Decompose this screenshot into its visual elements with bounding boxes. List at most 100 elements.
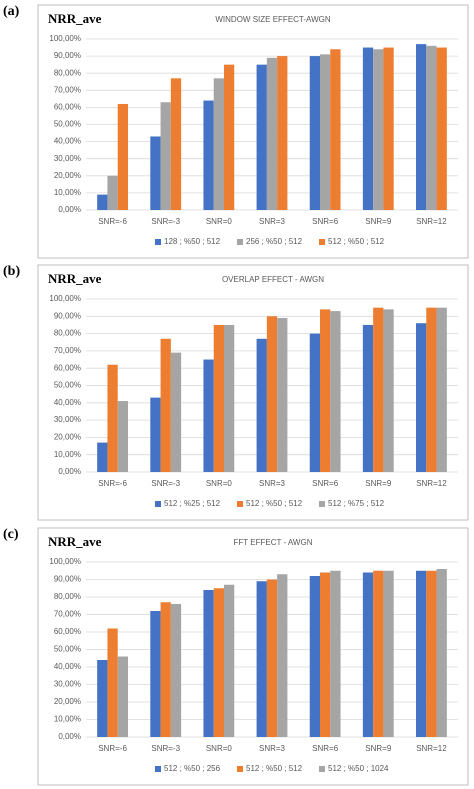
x-tick-label: SNR=6	[312, 217, 339, 226]
legend-swatch	[237, 239, 243, 245]
x-tick-label: SNR=9	[365, 217, 392, 226]
y-tick-label: 80,00%	[54, 592, 81, 601]
legend-label: 512 ; %50 ; 512	[328, 237, 385, 246]
bar	[330, 570, 341, 737]
x-tick-label: SNR=3	[259, 744, 286, 753]
x-tick-label: SNR=-3	[151, 217, 180, 226]
bar	[160, 602, 171, 737]
y-tick-label: 0,00%	[58, 467, 81, 476]
bar	[277, 574, 288, 737]
bar	[256, 581, 267, 737]
y-tick-label: 100,00%	[49, 557, 81, 566]
y-tick-label: 100,00%	[49, 294, 81, 303]
bar	[362, 324, 374, 472]
bar	[320, 54, 331, 210]
bar	[107, 364, 118, 472]
legend-label: 128 ; %50 ; 512	[164, 237, 221, 246]
panel-label: (b)	[3, 264, 20, 279]
panel-label: (c)	[3, 527, 19, 542]
bar	[416, 44, 427, 210]
x-tick-label: SNR=12	[416, 479, 447, 488]
bar	[97, 194, 108, 210]
x-tick-label: SNR=0	[206, 744, 233, 753]
bar	[373, 49, 384, 211]
bar	[160, 338, 171, 472]
chart-title: FFT EFFECT - AWGN	[234, 538, 313, 547]
bar	[330, 311, 341, 472]
bar	[436, 569, 447, 737]
legend-swatch	[319, 239, 325, 245]
y-tick-label: 80,00%	[54, 68, 81, 77]
legend-swatch	[155, 239, 161, 245]
legend-swatch	[237, 501, 243, 507]
panel-label: (a)	[3, 4, 20, 19]
bar	[256, 64, 267, 211]
y-tick-label: 20,00%	[54, 697, 81, 706]
bar	[117, 401, 128, 472]
x-tick-label: SNR=-6	[98, 217, 127, 226]
bar	[426, 307, 437, 472]
x-tick-label: SNR=-3	[151, 479, 180, 488]
x-tick-label: SNR=3	[259, 217, 286, 226]
y-axis-label: NRR_ave	[48, 534, 102, 549]
bar	[107, 628, 118, 737]
legend-swatch	[155, 766, 161, 772]
x-tick-label: SNR=0	[206, 479, 233, 488]
x-tick-label: SNR=3	[259, 479, 286, 488]
bar	[266, 579, 278, 737]
y-tick-label: 30,00%	[54, 680, 81, 689]
x-tick-label: SNR=12	[416, 744, 447, 753]
legend-swatch	[319, 501, 325, 507]
bar	[170, 352, 182, 472]
y-tick-label: 60,00%	[54, 627, 81, 636]
y-tick-label: 50,00%	[54, 645, 81, 654]
legend-label: 512 ; %50 ; 512	[246, 764, 303, 773]
y-tick-label: 50,00%	[54, 381, 81, 390]
bar	[213, 588, 224, 737]
bar	[416, 323, 427, 472]
bar	[373, 570, 384, 737]
x-tick-label: SNR=-3	[151, 744, 180, 753]
bar	[223, 64, 235, 211]
bar	[320, 572, 331, 737]
bar	[256, 338, 267, 472]
bar	[97, 442, 108, 472]
y-tick-label: 50,00%	[54, 120, 81, 129]
bar	[277, 56, 288, 210]
bar	[150, 136, 161, 210]
bar	[170, 604, 182, 737]
bar	[117, 103, 128, 210]
y-tick-label: 40,00%	[54, 662, 81, 671]
bar	[117, 656, 128, 737]
x-tick-label: SNR=9	[365, 744, 392, 753]
bar	[436, 47, 447, 210]
y-tick-label: 80,00%	[54, 329, 81, 338]
y-tick-label: 10,00%	[54, 715, 81, 724]
bar	[320, 309, 331, 472]
bar	[203, 100, 214, 210]
y-tick-label: 70,00%	[54, 346, 81, 355]
bar	[383, 309, 394, 472]
legend-swatch	[319, 766, 325, 772]
y-tick-label: 40,00%	[54, 137, 81, 146]
y-tick-label: 60,00%	[54, 103, 81, 112]
bar	[309, 56, 321, 210]
y-tick-label: 20,00%	[54, 433, 81, 442]
legend-swatch	[155, 501, 161, 507]
y-tick-label: 70,00%	[54, 85, 81, 94]
chart-title: WINDOW SIZE EFFECT-AWGN	[215, 15, 330, 24]
bar	[309, 576, 321, 737]
y-tick-label: 10,00%	[54, 450, 81, 459]
y-tick-label: 0,00%	[58, 732, 81, 741]
x-tick-label: SNR=6	[312, 479, 339, 488]
legend-label: 512 ; %50 ; 256	[164, 764, 221, 773]
y-tick-label: 30,00%	[54, 154, 81, 163]
bar	[223, 584, 235, 737]
y-tick-label: 40,00%	[54, 398, 81, 407]
bar	[309, 333, 321, 472]
y-tick-label: 20,00%	[54, 171, 81, 180]
bar	[213, 324, 224, 472]
bar	[416, 570, 427, 737]
bar	[160, 102, 171, 210]
